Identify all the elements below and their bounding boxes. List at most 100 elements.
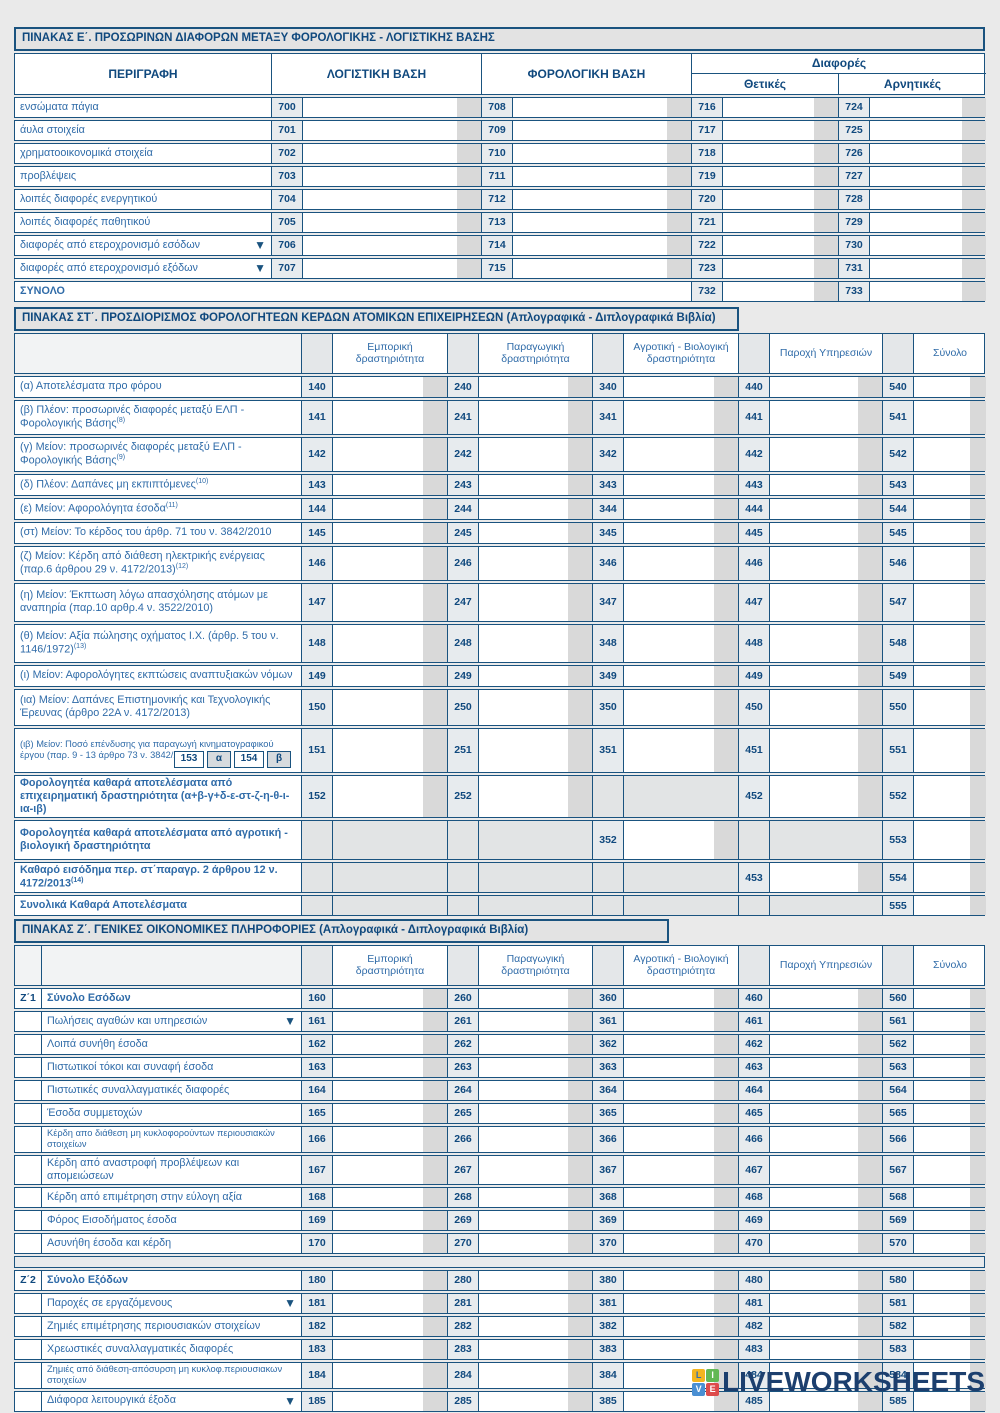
field-185[interactable] [332, 1391, 447, 1411]
field-182[interactable] [332, 1316, 447, 1336]
field-554[interactable] [913, 863, 986, 893]
field-721[interactable] [722, 212, 838, 232]
field-484[interactable] [769, 1362, 882, 1388]
dropdown-arrow-icon[interactable]: ▼ [254, 261, 266, 276]
field-368[interactable] [623, 1187, 738, 1207]
field-168[interactable] [332, 1187, 447, 1207]
field-383[interactable] [623, 1339, 738, 1359]
field-141[interactable] [332, 400, 447, 434]
field-452[interactable] [769, 775, 882, 818]
field-170[interactable] [332, 1233, 447, 1253]
field-341[interactable] [623, 400, 738, 434]
field-150[interactable] [332, 689, 447, 725]
field-181[interactable] [332, 1293, 447, 1313]
field-700[interactable] [302, 97, 481, 117]
field-706[interactable] [302, 235, 481, 255]
field-284[interactable] [478, 1362, 592, 1388]
field-282[interactable] [478, 1316, 592, 1336]
field-702[interactable] [302, 143, 481, 163]
field-453[interactable] [769, 863, 882, 893]
field-152[interactable] [332, 775, 447, 818]
field-285[interactable] [478, 1391, 592, 1411]
dropdown-arrow-icon[interactable]: ▼ [284, 1296, 296, 1311]
field-169[interactable] [332, 1210, 447, 1230]
field-445[interactable] [769, 522, 882, 543]
field-154-β[interactable]: β [267, 750, 291, 768]
field-468[interactable] [769, 1187, 882, 1207]
field-729[interactable] [869, 212, 986, 232]
field-708[interactable] [512, 97, 691, 117]
field-714[interactable] [512, 235, 691, 255]
field-366[interactable] [623, 1126, 738, 1152]
field-351[interactable] [623, 728, 738, 772]
field-147[interactable] [332, 583, 447, 621]
field-340[interactable] [623, 376, 738, 397]
field-380[interactable] [623, 1270, 738, 1290]
field-345[interactable] [623, 522, 738, 543]
field-151[interactable] [332, 728, 447, 772]
field-266[interactable] [478, 1126, 592, 1152]
field-385[interactable] [623, 1391, 738, 1411]
field-725[interactable] [869, 120, 986, 140]
field-242[interactable] [478, 437, 592, 471]
field-450[interactable] [769, 689, 882, 725]
field-241[interactable] [478, 400, 592, 434]
field-710[interactable] [512, 143, 691, 163]
field-280[interactable] [478, 1270, 592, 1290]
field-352[interactable] [623, 821, 738, 860]
field-249[interactable] [478, 665, 592, 686]
field-281[interactable] [478, 1293, 592, 1313]
field-442[interactable] [769, 437, 882, 471]
field-350[interactable] [623, 689, 738, 725]
field-348[interactable] [623, 624, 738, 662]
field-730[interactable] [869, 235, 986, 255]
liveworksheets-logo[interactable]: L I V E LIVEWORKSHEETS [692, 1366, 985, 1398]
field-444[interactable] [769, 498, 882, 519]
field-167[interactable] [332, 1155, 447, 1184]
field-464[interactable] [769, 1080, 882, 1100]
field-543[interactable] [913, 474, 986, 495]
field-720[interactable] [722, 189, 838, 209]
field-160[interactable] [332, 988, 447, 1008]
field-562[interactable] [913, 1034, 986, 1054]
field-540[interactable] [913, 376, 986, 397]
field-552[interactable] [913, 775, 986, 818]
field-245[interactable] [478, 522, 592, 543]
field-723[interactable] [722, 258, 838, 278]
field-546[interactable] [913, 546, 986, 580]
field-717[interactable] [722, 120, 838, 140]
field-441[interactable] [769, 400, 882, 434]
field-482[interactable] [769, 1316, 882, 1336]
field-367[interactable] [623, 1155, 738, 1184]
field-582[interactable] [913, 1316, 986, 1336]
field-733[interactable] [869, 281, 986, 301]
field-443[interactable] [769, 474, 882, 495]
field-581[interactable] [913, 1293, 986, 1313]
field-343[interactable] [623, 474, 738, 495]
field-566[interactable] [913, 1126, 986, 1152]
field-728[interactable] [869, 189, 986, 209]
field-240[interactable] [478, 376, 592, 397]
field-183[interactable] [332, 1339, 447, 1359]
field-145[interactable] [332, 522, 447, 543]
field-264[interactable] [478, 1080, 592, 1100]
field-565[interactable] [913, 1103, 986, 1123]
field-180[interactable] [332, 1270, 447, 1290]
field-246[interactable] [478, 546, 592, 580]
field-142[interactable] [332, 437, 447, 471]
field-370[interactable] [623, 1233, 738, 1253]
field-365[interactable] [623, 1103, 738, 1123]
field-715[interactable] [512, 258, 691, 278]
field-726[interactable] [869, 143, 986, 163]
field-349[interactable] [623, 665, 738, 686]
field-247[interactable] [478, 583, 592, 621]
field-263[interactable] [478, 1057, 592, 1077]
field-347[interactable] [623, 583, 738, 621]
field-344[interactable] [623, 498, 738, 519]
field-250[interactable] [478, 689, 592, 725]
field-480[interactable] [769, 1270, 882, 1290]
field-580[interactable] [913, 1270, 986, 1290]
field-184[interactable] [332, 1362, 447, 1388]
field-709[interactable] [512, 120, 691, 140]
field-153-α[interactable]: α [207, 750, 231, 768]
